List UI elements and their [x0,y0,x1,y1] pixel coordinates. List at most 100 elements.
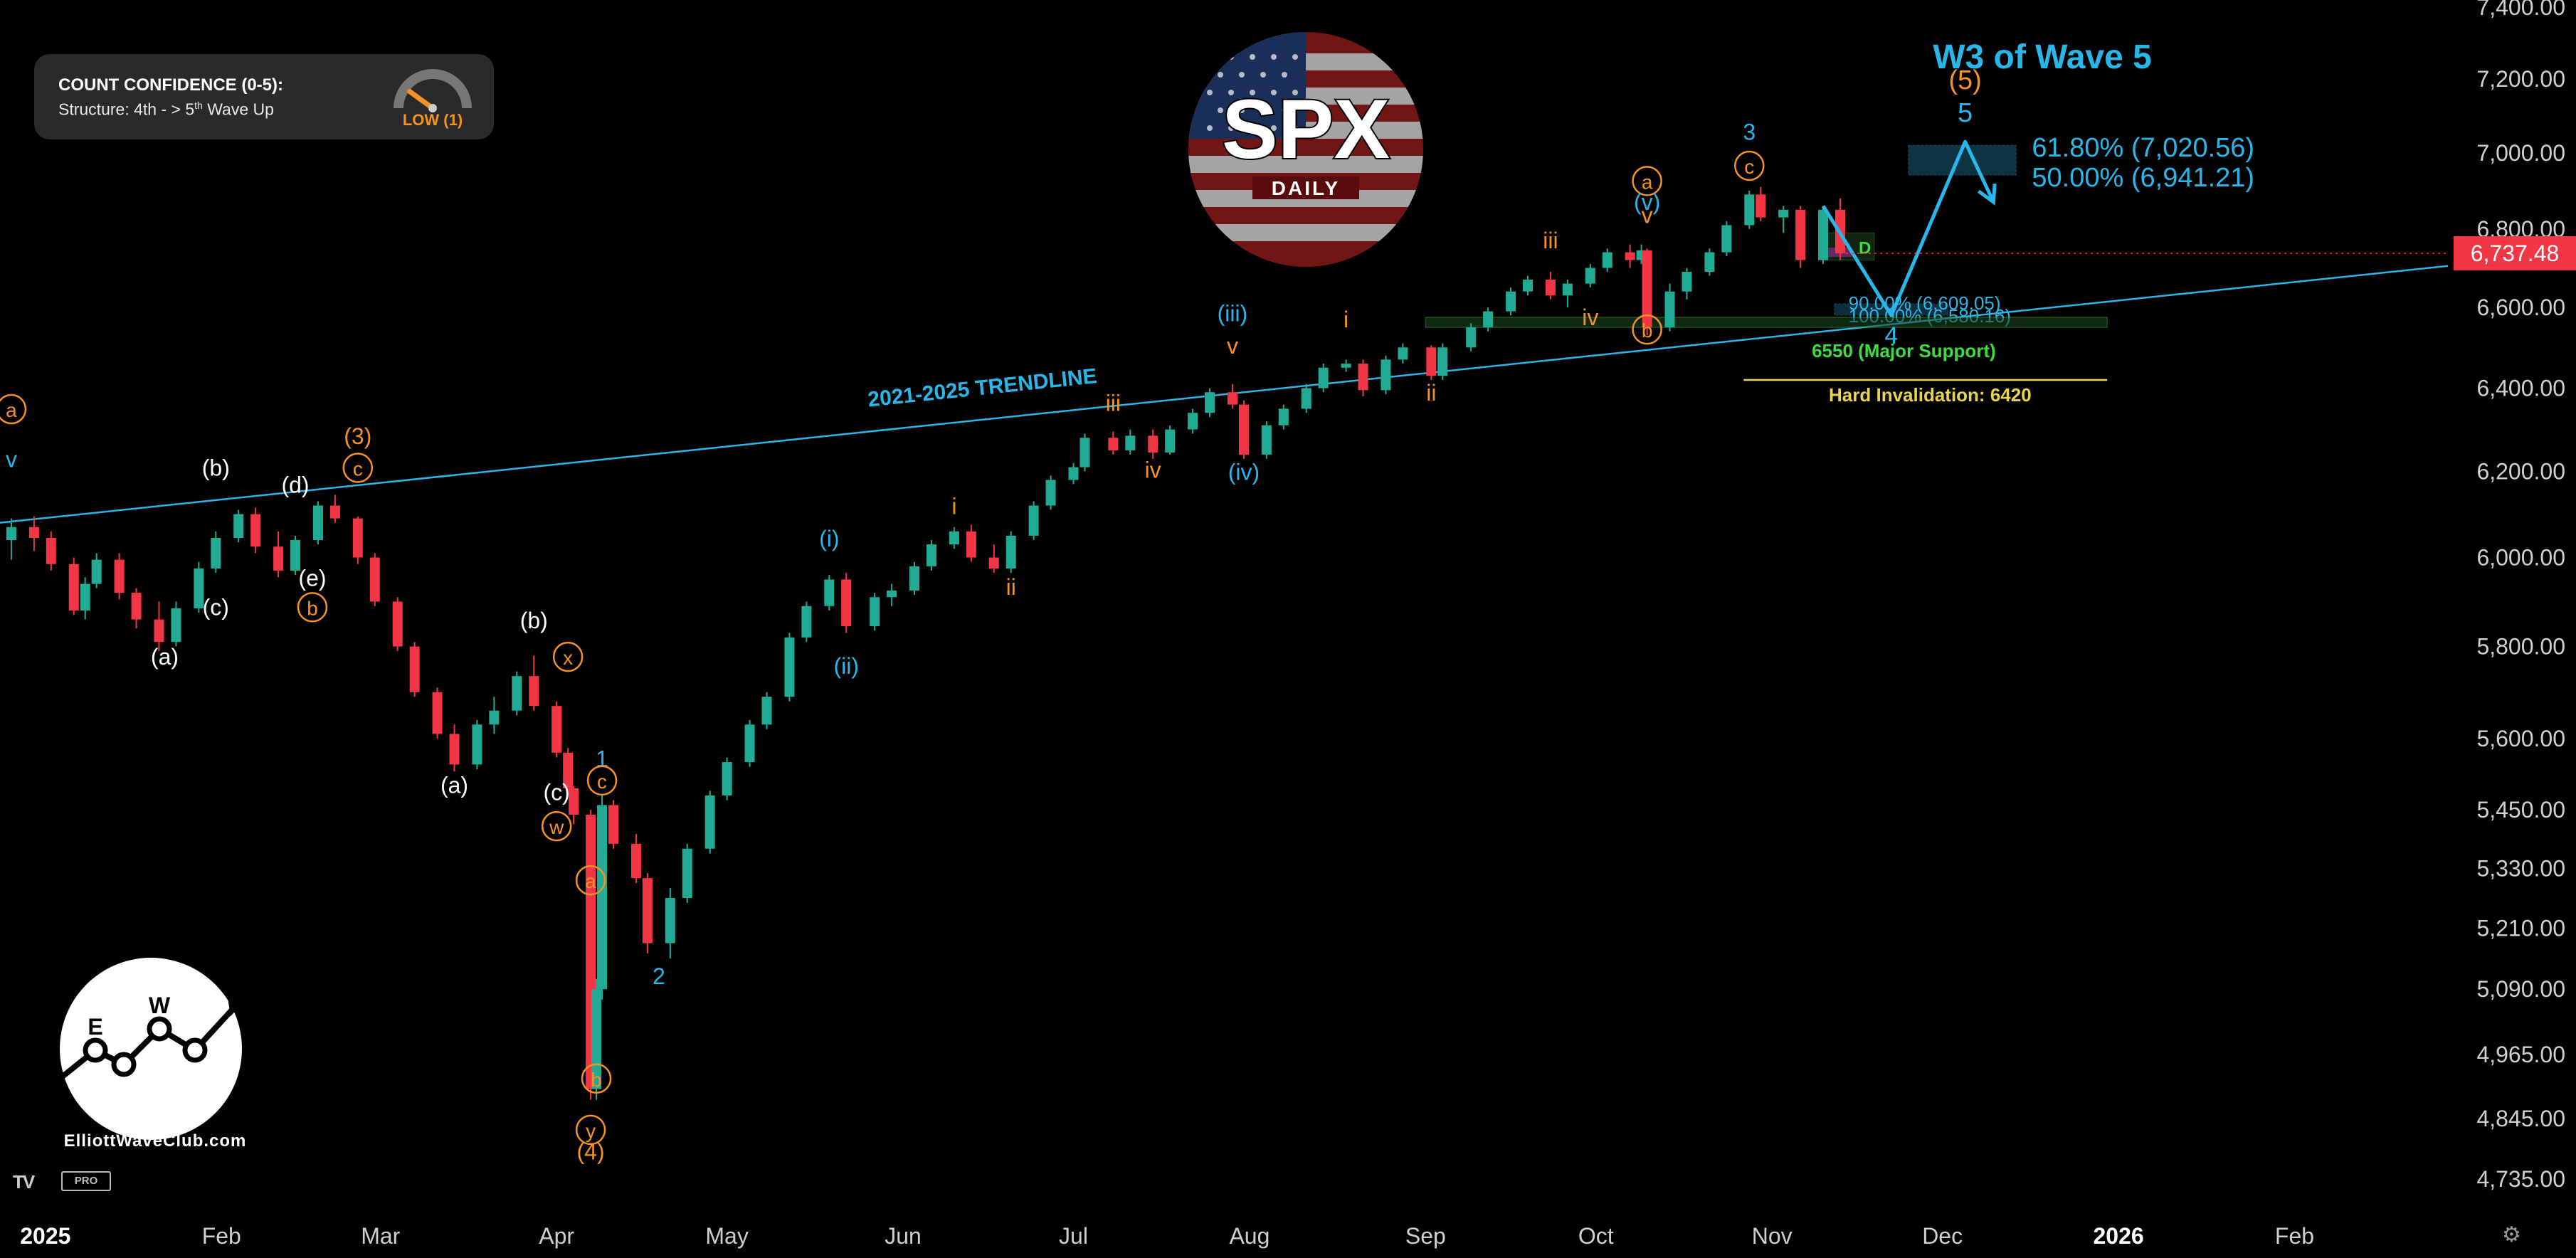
projection-arrow [1978,183,1997,206]
wave-label: (iv) [1228,459,1260,485]
wave-label: (e) [298,566,326,591]
wave-label: (iii) [1218,301,1248,327]
candle-body [1381,359,1391,391]
candle-body [887,590,897,598]
candle-body [1261,425,1272,455]
wave-label: 1 [596,746,608,772]
candles-layer [6,186,1845,1100]
wave-label: (c) [203,594,229,620]
axes-layer[interactable]: 7,400.007,200.007,000.006,800.006,600.00… [20,0,2576,1249]
candle-body [489,710,500,725]
badge-symbol: SPX [1222,83,1390,176]
candle-body [966,531,976,558]
x-tick-label: Jun [885,1223,922,1249]
trendline-label: 2021-2025 TRENDLINE [867,364,1098,412]
tradingview-pro-badge: PRO [61,1171,111,1191]
candle-body [1545,280,1556,296]
y-tick-label: 7,200.00 [2476,66,2565,92]
wave-label: (4) [577,1139,605,1165]
candle-body [1483,311,1494,328]
x-tick-label: Apr [539,1223,574,1249]
wave-label: (a) [440,773,468,798]
confidence-rating: LOW (1) [402,111,463,129]
y-tick-label: 5,330.00 [2476,855,2565,881]
candle-body [784,637,795,697]
wave-label-circle [552,641,584,672]
major-support-label: 6550 (Major Support) [1812,340,1996,361]
candle-body [1005,535,1016,569]
candle-body [801,606,812,638]
fib-level-label: 90.00% (6,609.05) [1849,292,2001,314]
candle-body [722,762,732,796]
spx-badge: SPX DAILY [1188,32,1423,267]
wave-label: w [549,816,564,838]
y-tick-label: 6,200.00 [2476,459,2565,485]
y-tick-label: 6,600.00 [2476,295,2565,320]
candle-body [352,518,363,558]
candle-body [409,646,420,692]
candle-body [1721,225,1732,253]
candle-body [1238,404,1249,455]
candle-body [1045,480,1056,506]
candle-body [329,505,340,519]
candle-body [211,537,221,569]
badge-timeframe: DAILY [1272,177,1340,199]
projection-wave-5-degree: (5) [1948,65,1981,95]
candle-body [597,805,608,990]
candle-body [949,531,959,545]
candle-body [1818,209,1829,260]
candle-body [642,878,653,944]
candle-body [1080,438,1090,467]
candle-body [704,795,715,849]
y-tick-label: 4,965.00 [2476,1042,2565,1067]
projection-path [1821,139,1995,317]
candle-body [1642,250,1652,328]
candle-body [761,697,772,725]
candle-body [1744,194,1755,226]
candle-body [1664,291,1675,328]
candle-body [551,706,562,753]
candle-body [665,898,675,944]
confidence-structure: Structure: 4th - > 5th Wave Up [58,100,274,119]
wave-label: iii [1543,228,1558,253]
candle-body [28,527,39,538]
invalidation-label: Hard Invalidation: 6420 [1829,384,2032,406]
candle-body [1188,413,1198,430]
candle-body [682,848,692,899]
y-tick-label: 6,000.00 [2476,545,2565,571]
candle-body [392,601,403,647]
x-tick-label: Dec [1922,1223,1963,1249]
settings-gear-icon[interactable]: ⚙ [2502,1223,2521,1247]
candle-body [1125,435,1136,450]
candle-body [1148,435,1158,453]
wave-label: 3 [1743,120,1756,145]
candle-body [1318,367,1329,388]
x-tick-label: Oct [1578,1223,1614,1249]
candle-body [1068,467,1079,480]
y-tick-label: 5,600.00 [2476,726,2565,751]
candle-body [1227,392,1237,405]
candle-body [1437,347,1448,376]
wave-label: (c) [544,780,570,805]
y-tick-label: 4,845.00 [2476,1106,2565,1131]
tradingview-logo-icon[interactable]: TV [13,1171,35,1193]
chart-title: W3 of Wave 5 [1933,38,2152,76]
candle-body [909,566,920,591]
wave-label: (b) [520,608,548,633]
y-tick-label: 6,400.00 [2476,375,2565,401]
candle-body [608,805,618,844]
logo-letter-w: W [149,993,171,1018]
candle-body [472,724,482,765]
ewc-site: ElliottWaveClub.com [63,1131,247,1151]
candle-body [46,537,56,564]
candle-body [1506,291,1516,312]
wave-label: iv [1145,458,1161,483]
wave-label: a [585,870,596,892]
candle-body [1358,364,1368,391]
candle-body [1602,252,1612,268]
candle-body [80,583,90,611]
wave-label: ii [1006,574,1016,600]
wave-label-circle [0,393,27,425]
y-tick-label: 5,090.00 [2476,976,2565,1002]
candle-body [68,564,79,611]
